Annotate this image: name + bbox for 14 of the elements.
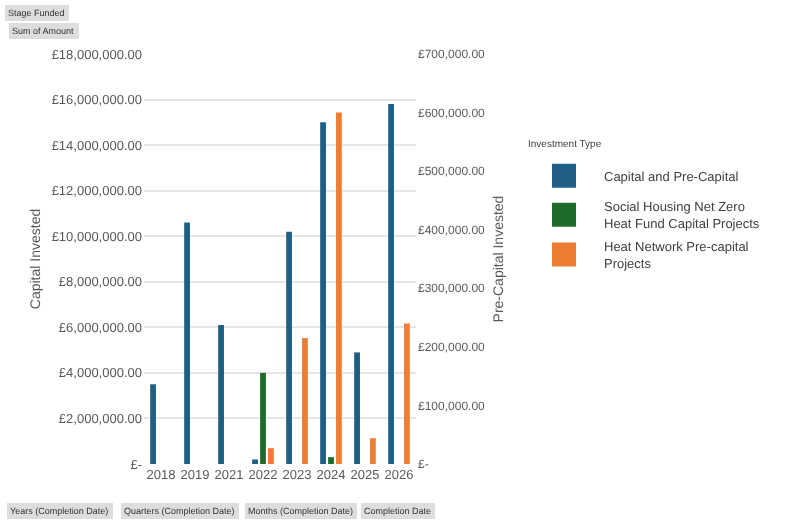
bar [302, 338, 308, 464]
bar [328, 457, 334, 464]
bar [320, 122, 326, 464]
bar [404, 323, 410, 464]
bar [260, 372, 266, 464]
bar [150, 384, 156, 464]
bar [184, 222, 190, 464]
bar [388, 104, 394, 464]
bar [218, 325, 224, 464]
bar [268, 448, 274, 464]
bar [336, 112, 342, 464]
bar [286, 231, 292, 464]
bar [354, 352, 360, 464]
bar [370, 438, 376, 464]
